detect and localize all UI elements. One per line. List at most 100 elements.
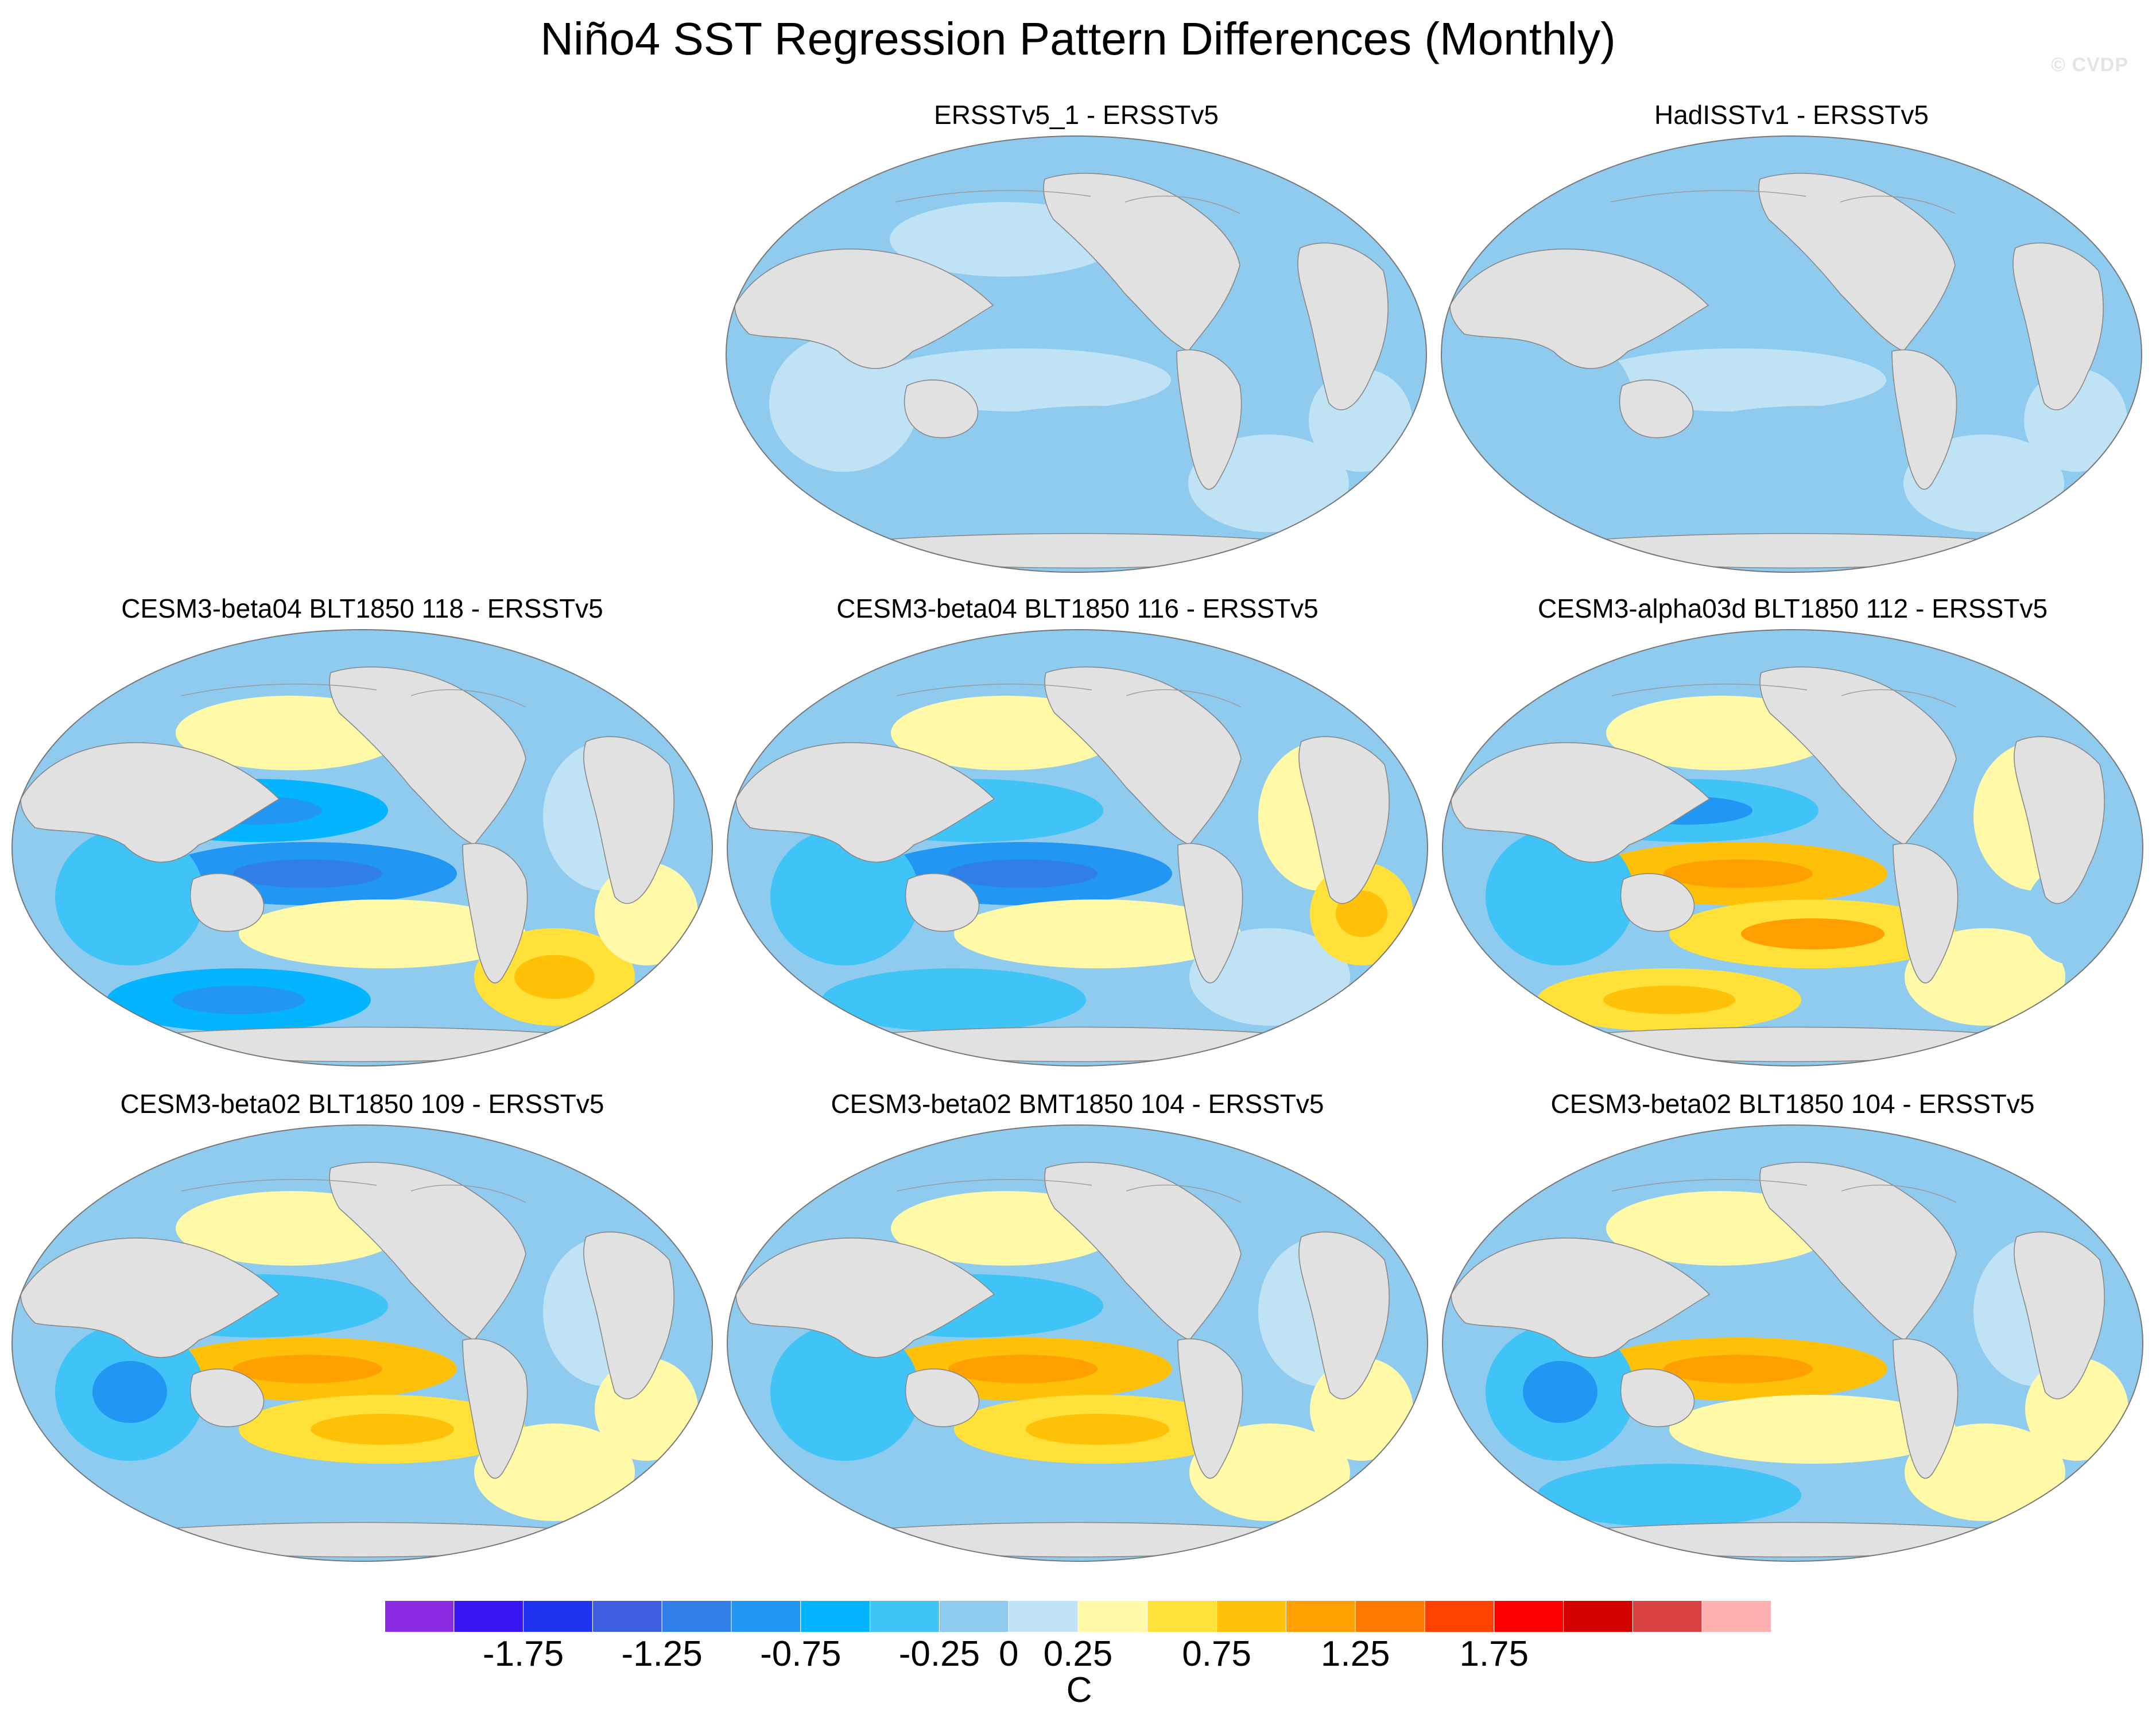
colorbar-swatch xyxy=(1494,1600,1564,1633)
anomaly-core xyxy=(1741,918,1884,949)
land-mass xyxy=(189,873,265,932)
anomaly-core xyxy=(514,955,595,999)
land-mass xyxy=(1893,843,1959,984)
colorbar-tick-label: 0.25 xyxy=(1044,1634,1113,1670)
anomaly-region xyxy=(954,899,1241,968)
colorbar: -1.75 -1.25 -0.75 -0.25 0 0.25 0.75 1.25 1.75 xyxy=(384,1600,1772,1670)
map-content xyxy=(727,1125,1428,1561)
land-mass xyxy=(1893,1338,1959,1479)
map-border xyxy=(726,135,1427,573)
land-mass xyxy=(1044,1162,1242,1341)
coastline xyxy=(410,1184,526,1203)
land-mass xyxy=(1043,173,1240,352)
coastline xyxy=(1841,689,1957,708)
panel-title: CESM3-beta04 BLT1850 116 - ERSSTv5 xyxy=(836,594,1319,623)
map-content xyxy=(727,630,1428,1066)
map-border xyxy=(11,1124,713,1562)
colorbar-swatch xyxy=(870,1600,940,1633)
colorbar-swatch xyxy=(1216,1600,1286,1633)
map-content xyxy=(12,630,712,1066)
map-content xyxy=(12,1125,712,1561)
anomaly-core xyxy=(92,1361,167,1423)
coastline xyxy=(1841,1184,1957,1203)
colorbar-tick-label: -1.25 xyxy=(622,1634,703,1670)
anomaly-region xyxy=(1669,1395,1956,1464)
land-mass xyxy=(462,1338,528,1479)
anomaly-region xyxy=(1668,406,1955,475)
map-panel: CESM3-beta04 BLT1850 116 - ERSSTv5 xyxy=(724,591,1430,1073)
colorbar-tick-label: 0.75 xyxy=(1182,1634,1251,1670)
colorbar-unit-label: C xyxy=(1066,1670,1092,1710)
panel-title: HadISSTv1 - ERSSTv5 xyxy=(1654,100,1929,130)
anomaly-region xyxy=(822,1464,1086,1527)
land-mass xyxy=(329,1162,526,1341)
map-panel: ERSSTv5_1 - ERSSTv5 xyxy=(723,98,1429,580)
land-mass xyxy=(1759,666,1957,846)
land-mass xyxy=(20,1238,280,1358)
colorbar-swatch xyxy=(1355,1600,1425,1633)
colorbar-swatch xyxy=(1285,1600,1356,1633)
land-mass xyxy=(329,666,526,846)
colorbar-swatch xyxy=(939,1600,1009,1633)
colorbar-tick-label: 1.75 xyxy=(1459,1634,1529,1670)
colorbar-swatch xyxy=(1563,1600,1633,1633)
colorbar-swatch xyxy=(592,1600,662,1633)
land-mass xyxy=(2014,1231,2105,1399)
coastline xyxy=(1840,195,1956,214)
land-mass xyxy=(2012,242,2104,410)
panel-title: CESM3-alpha03d BLT1850 112 - ERSSTv5 xyxy=(1537,594,2048,623)
map-plot xyxy=(11,1124,713,1562)
anomaly-region xyxy=(953,406,1240,475)
anomaly-region xyxy=(822,968,1086,1031)
coastline xyxy=(896,684,1092,696)
map-border xyxy=(727,1124,1428,1562)
land-mass xyxy=(583,736,674,904)
land-mass xyxy=(735,1238,995,1358)
anomaly-core xyxy=(173,986,305,1014)
colorbar-swatch xyxy=(1008,1600,1079,1633)
anomaly-core xyxy=(233,859,382,888)
colorbar-swatch xyxy=(384,1600,455,1633)
coastline xyxy=(410,689,526,708)
land-mass xyxy=(1176,349,1242,490)
anomaly-core xyxy=(948,1355,1098,1383)
map-plot xyxy=(1442,629,2143,1066)
anomaly-core xyxy=(311,1414,454,1445)
land-mass xyxy=(2014,736,2105,904)
map-panel: CESM3-beta02 BLT1850 104 - ERSSTv5 xyxy=(1440,1087,2146,1569)
land-mass xyxy=(1298,1231,1390,1399)
land-mass xyxy=(1620,873,1695,932)
coastline xyxy=(1124,195,1240,214)
map-panel: CESM3-beta02 BMT1850 104 - ERSSTv5 xyxy=(724,1087,1430,1569)
cvdp-watermark: © CVDP xyxy=(2051,54,2128,76)
anomaly-core xyxy=(1026,1414,1169,1445)
map-panel: CESM3-beta02 BLT1850 109 - ERSSTv5 xyxy=(9,1087,715,1569)
colorbar-swatch xyxy=(523,1600,593,1633)
anomaly-core xyxy=(1663,1355,1813,1383)
anomaly-region xyxy=(239,899,526,968)
anomaly-region xyxy=(821,475,1085,538)
colorbar-tick-label: -0.75 xyxy=(760,1634,841,1670)
anomaly-region xyxy=(1537,1464,1801,1527)
panel-title: CESM3-beta02 BLT1850 104 - ERSSTv5 xyxy=(1550,1089,2035,1119)
colorbar-frame xyxy=(384,1600,1772,1633)
land-mass xyxy=(1620,1368,1695,1428)
panel-title: ERSSTv5_1 - ERSSTv5 xyxy=(934,100,1219,130)
coastline xyxy=(1611,1179,1808,1192)
land-mass xyxy=(1044,666,1242,846)
anomaly-core xyxy=(948,859,1098,888)
anomaly-core xyxy=(1603,986,1735,1014)
map-plot xyxy=(727,1124,1428,1562)
land-mass xyxy=(735,742,995,863)
colorbar-swatch xyxy=(1701,1600,1772,1633)
panel-title: CESM3-beta02 BLT1850 109 - ERSSTv5 xyxy=(120,1089,604,1119)
land-mass xyxy=(1451,742,1711,863)
panel-title: CESM3-beta02 BMT1850 104 - ERSSTv5 xyxy=(831,1089,1324,1119)
map-content xyxy=(726,136,1426,572)
map-panel: CESM3-alpha03d BLT1850 112 - ERSSTv5 xyxy=(1440,591,2146,1073)
colorbar-tick-label: -0.25 xyxy=(899,1634,980,1670)
coastline xyxy=(1126,689,1242,708)
coastline xyxy=(181,1179,377,1192)
colorbar-tick-label: 0 xyxy=(999,1634,1018,1670)
map-content xyxy=(1442,1125,2143,1561)
